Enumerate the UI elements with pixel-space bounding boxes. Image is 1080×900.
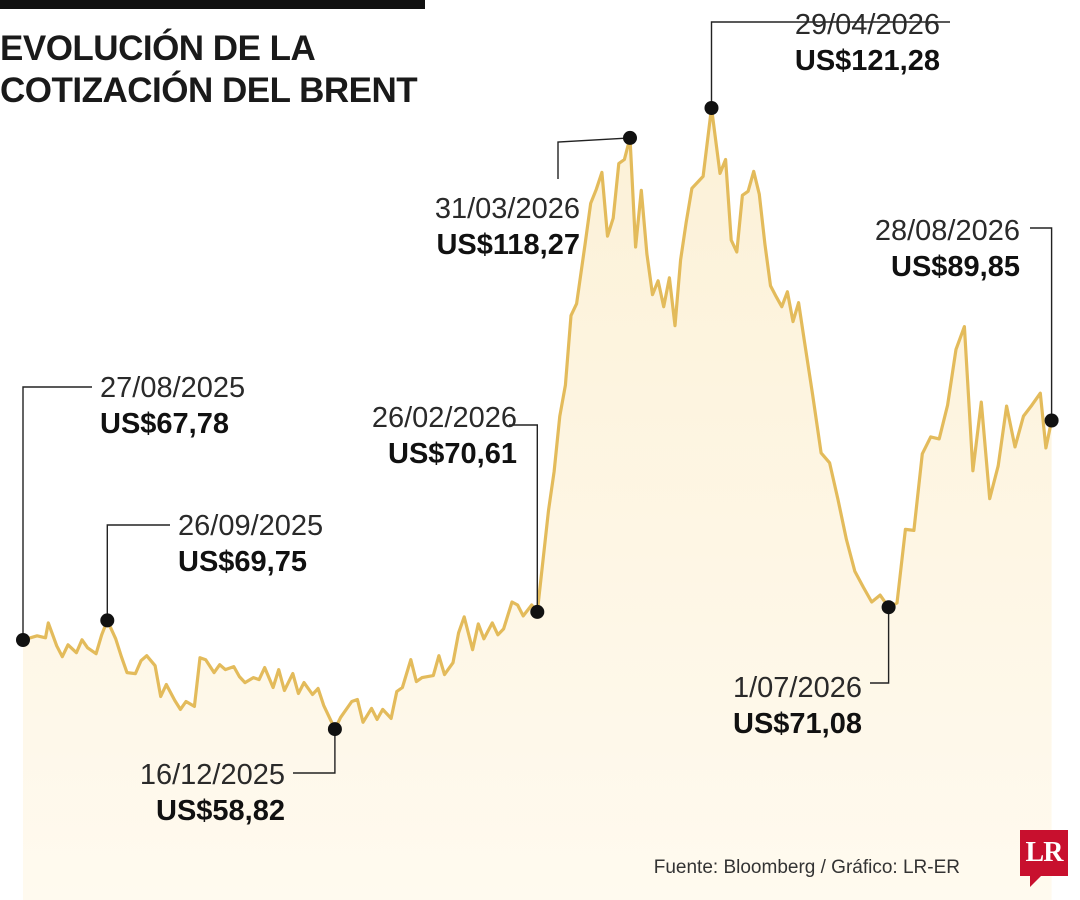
- callout-leader-line: [293, 729, 336, 774]
- callout-date-label: 26/09/2025: [178, 510, 323, 542]
- callout-leader-line: [710, 21, 950, 108]
- callout-leader-line: [509, 424, 538, 612]
- data-point-marker: [881, 600, 896, 615]
- callout-2: 26/09/2025 US$69,75: [100, 510, 323, 628]
- callout-value-label: US$69,75: [178, 546, 307, 578]
- callout-value-label: US$67,78: [100, 408, 229, 440]
- callout-value-label: US$118,27: [436, 229, 580, 261]
- data-point-marker: [623, 130, 637, 145]
- callout-date-label: 29/04/2026: [795, 9, 940, 41]
- callout-date-label: 26/02/2026: [372, 402, 517, 434]
- chart-title-line2: COTIZACIÓN DEL BRENT: [0, 71, 418, 110]
- callout-value-label: US$89,85: [891, 251, 1020, 283]
- callout-4: 26/02/2026 US$70,61: [372, 402, 545, 619]
- callout-5: 31/03/2026 US$118,27: [435, 130, 637, 261]
- price-area-fill: [23, 108, 1052, 900]
- chart-title: EVOLUCIÓN DE LA COTIZACIÓN DEL BRENT: [0, 28, 520, 112]
- callout-value-label: US$58,82: [156, 795, 285, 827]
- callout-leader-line: [106, 524, 170, 621]
- lr-logo-text: LR: [1025, 837, 1064, 868]
- callout-1: 27/08/2025 US$67,78: [16, 372, 245, 647]
- lr-logo-tail: [1030, 875, 1042, 887]
- source-note: Fuente: Bloomberg / Gráfico: LR-ER: [653, 857, 960, 878]
- callout-leader-line: [1030, 227, 1053, 421]
- data-point-marker: [327, 722, 342, 737]
- data-point-marker: [16, 633, 30, 647]
- callout-8: 28/08/2026 US$89,85: [875, 215, 1059, 428]
- callout-date-label: 31/03/2026: [435, 193, 580, 225]
- annotation-layer: 27/08/2025 US$67,78 26/09/2025 US$69,75 16/1…: [16, 9, 1059, 827]
- callout-date-label: 28/08/2026: [875, 215, 1020, 247]
- data-point-marker: [530, 604, 545, 619]
- callout-date-label: 16/12/2025: [140, 759, 285, 791]
- callout-6: 29/04/2026 US$121,28: [704, 9, 950, 115]
- top-rule: [0, 0, 425, 9]
- chart-title-line1: EVOLUCIÓN DE LA: [0, 29, 316, 68]
- callout-3: 16/12/2025 US$58,82: [140, 722, 342, 827]
- callout-7: 1/07/2026 US$71,08: [733, 600, 896, 740]
- lr-logo: LR: [1020, 830, 1068, 876]
- callout-value-label: US$71,08: [733, 708, 862, 740]
- callout-date-label: 27/08/2025: [100, 372, 245, 404]
- data-point-marker: [100, 613, 115, 628]
- data-point-marker: [704, 101, 719, 115]
- callout-leader-line: [22, 386, 92, 640]
- callout-date-label: 1/07/2026: [733, 672, 862, 704]
- callout-leader-line: [557, 137, 631, 179]
- callout-value-label: US$121,28: [795, 45, 940, 77]
- callout-leader-line: [870, 607, 890, 684]
- data-point-marker: [1044, 413, 1059, 428]
- callout-value-label: US$70,61: [388, 438, 517, 470]
